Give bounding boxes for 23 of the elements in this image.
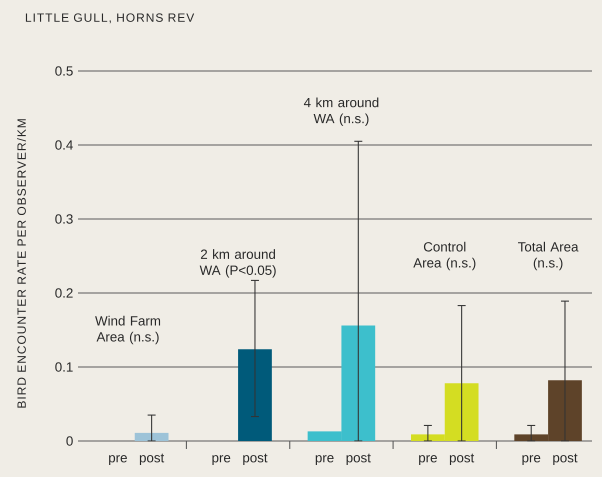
annotation: 2 km around WA (P<0.05) xyxy=(200,249,276,278)
y-tick-label: 0 xyxy=(66,436,73,446)
x-tick-label: post xyxy=(553,454,578,466)
x-tick-label: post xyxy=(140,454,164,466)
y-axis-title: BIRD ENCOUNTER RATE PER OBSERVER/KM xyxy=(17,119,26,408)
x-tick-label: pre xyxy=(522,455,540,466)
x-tick-label: post xyxy=(243,454,268,466)
x-tick-label: pre xyxy=(316,455,334,466)
y-tick-label: 0.2 xyxy=(55,288,73,298)
x-tick-label: post xyxy=(450,454,474,466)
x-tick-label: pre xyxy=(212,455,230,466)
annotation: Wind Farm Area (n.s.) xyxy=(95,316,160,344)
annotation: Total Area (n.s.) xyxy=(518,242,578,270)
y-tick-label: 0.5 xyxy=(55,66,73,76)
x-tick-label: pre xyxy=(109,455,127,466)
x-tick-label: post xyxy=(346,454,371,466)
annotation: Control Area (n.s.) xyxy=(413,242,476,270)
annotation: 4 km around WA (n.s.) xyxy=(304,97,378,126)
y-tick-label: 0.3 xyxy=(55,214,73,224)
chart-title: LITTLE GULL, HORNS REV xyxy=(26,13,194,24)
y-tick-label: 0.4 xyxy=(55,140,73,150)
y-tick-label: 0.1 xyxy=(55,362,73,372)
x-tick-label: pre xyxy=(419,455,437,466)
